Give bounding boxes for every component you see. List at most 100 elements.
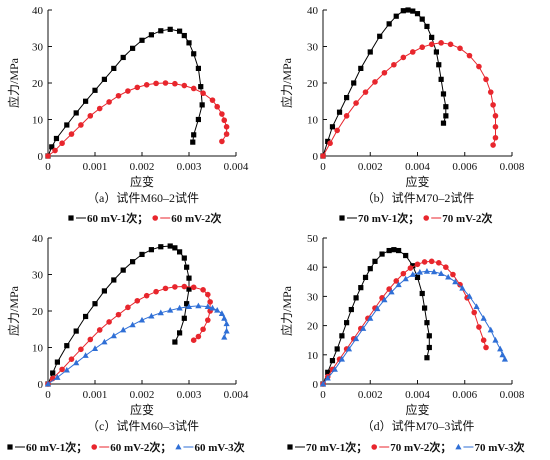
data-point (476, 63, 482, 70)
series-line (47, 305, 228, 385)
data-point (223, 124, 230, 130)
data-point (190, 139, 196, 145)
data-point (348, 306, 354, 313)
data-point (391, 61, 397, 68)
x-tick-label: 0.006 (452, 389, 477, 401)
data-point (487, 326, 494, 333)
data-point (438, 76, 444, 82)
data-point (181, 255, 187, 261)
legend-label: 70 mV-2次 (442, 211, 492, 225)
data-point (381, 69, 388, 76)
data-point (331, 366, 338, 372)
data-point (64, 343, 70, 349)
data-point (195, 333, 202, 340)
legend-label: 70 mV-1次； (306, 440, 367, 454)
data-point (419, 44, 426, 51)
data-point (209, 97, 216, 103)
data-point (338, 355, 345, 362)
data-point (492, 113, 499, 119)
legend-marker (68, 215, 74, 221)
x-axis-title: 应变 (130, 174, 154, 189)
data-point (78, 122, 84, 128)
legend-marker (175, 443, 182, 450)
series-line (322, 9, 447, 157)
x-tick-label: 0.004 (405, 161, 430, 173)
data-point (148, 247, 154, 253)
data-point (190, 337, 197, 344)
legend-marker (152, 215, 159, 221)
data-point (50, 370, 56, 376)
data-point (191, 51, 197, 57)
data-point (421, 305, 428, 311)
data-point (457, 45, 463, 52)
data-point (181, 82, 188, 89)
data-point (445, 273, 452, 280)
data-point (198, 84, 204, 90)
data-point (177, 28, 183, 34)
data-point (428, 258, 435, 265)
data-point (73, 328, 79, 334)
data-point (447, 41, 454, 48)
data-point (414, 11, 421, 17)
y-axis-title: 应力/MPa (6, 57, 21, 108)
data-point (344, 320, 350, 326)
data-point (205, 291, 211, 298)
data-point (381, 296, 388, 303)
data-point (419, 290, 425, 297)
data-point (367, 315, 374, 321)
data-point (395, 281, 402, 288)
data-point (153, 288, 159, 295)
data-point (96, 105, 103, 112)
data-point (426, 333, 432, 339)
legend-label: 60 mV-2次 (171, 211, 221, 225)
x-axis-title: 应变 (405, 174, 429, 189)
y-tick-label: 10 (32, 115, 44, 127)
x-tick-label: 0 (320, 161, 326, 173)
data-point (400, 54, 407, 61)
data-point (221, 117, 228, 124)
data-point (172, 245, 178, 251)
data-point (190, 85, 197, 92)
data-point (492, 124, 499, 130)
data-point (134, 84, 141, 91)
data-point (490, 102, 496, 108)
data-point (186, 286, 192, 292)
data-point (115, 92, 122, 99)
data-point (172, 339, 178, 345)
data-point (400, 270, 407, 277)
y-tick-label: 40 (307, 5, 319, 17)
data-point (82, 352, 89, 358)
data-point (205, 317, 211, 323)
data-point (177, 330, 183, 336)
data-point (138, 316, 146, 323)
legend: 60 mV-1次； 60 mV-2次； 60 mV-3次 (7, 440, 245, 454)
x-tick-label: 0.002 (130, 389, 155, 401)
data-point (386, 21, 392, 27)
data-point (106, 319, 112, 325)
x-tick-label: 0.002 (358, 389, 383, 401)
data-point (44, 380, 52, 387)
data-point (219, 138, 225, 145)
data-point (362, 274, 369, 281)
data-point (466, 52, 473, 59)
y-axis-title: 应力/MPa (279, 285, 294, 336)
x-tick-label: 0.004 (224, 389, 249, 401)
panels: 0 0.001 0.002 0.003 0.004010203040应变应力/MPa（a… (6, 5, 525, 454)
data-point (199, 102, 205, 108)
x-tick-label: 0.002 (358, 161, 383, 173)
x-tick-label: 0.001 (83, 389, 108, 401)
data-point (343, 113, 350, 119)
data-point (111, 65, 117, 71)
data-point (329, 358, 336, 364)
data-point (186, 40, 192, 46)
data-point (221, 333, 228, 340)
data-point (54, 359, 60, 365)
data-point (139, 251, 145, 258)
data-point (409, 271, 416, 277)
data-point (53, 135, 60, 142)
legend-label: 70 mV-2次； (390, 440, 451, 454)
data-point (360, 325, 367, 331)
x-tick-label: 0 (45, 161, 51, 173)
data-point (480, 337, 487, 344)
